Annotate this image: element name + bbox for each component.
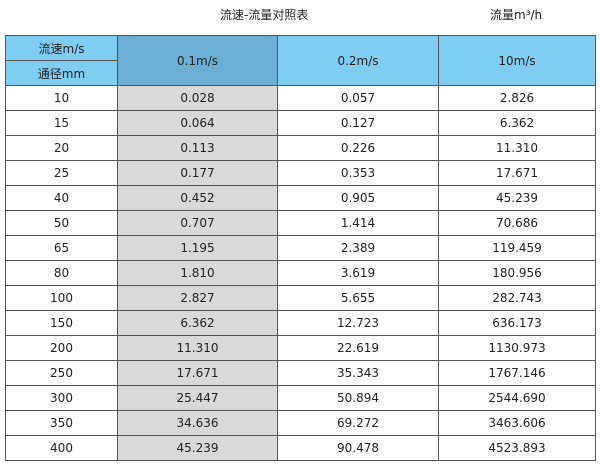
velocity-header: 流速m/s — [5, 35, 118, 61]
flow-cell: 6.362 — [117, 310, 278, 336]
flow-cell: 11.310 — [117, 335, 278, 361]
flow-cell: 25.447 — [117, 385, 278, 411]
table-row: 350 34.636 69.272 3463.606 — [5, 410, 596, 436]
flow-cell: 0.452 — [117, 185, 278, 211]
flow-cell: 0.707 — [117, 210, 278, 236]
flow-cell: 50.894 — [277, 385, 439, 411]
flow-cell: 69.272 — [277, 410, 439, 436]
diameter-cell: 100 — [5, 285, 118, 311]
table-row: 40 0.452 0.905 45.239 — [5, 185, 596, 211]
table-row: 200 11.310 22.619 1130.973 — [5, 335, 596, 361]
flow-cell: 2.827 — [117, 285, 278, 311]
diameter-cell: 80 — [5, 260, 118, 286]
diameter-header: 通径mm — [5, 60, 118, 86]
flow-cell: 3463.606 — [438, 410, 596, 436]
flow-cell: 90.478 — [277, 435, 439, 461]
flow-cell: 1.810 — [117, 260, 278, 286]
diameter-cell: 15 — [5, 110, 118, 136]
flow-cell: 1.195 — [117, 235, 278, 261]
table-title: 流速-流量对照表 — [220, 8, 309, 22]
table-row: 25 0.177 0.353 17.671 — [5, 160, 596, 186]
flow-cell: 0.127 — [277, 110, 439, 136]
flow-cell: 12.723 — [277, 310, 439, 336]
diameter-cell: 200 — [5, 335, 118, 361]
flow-cell: 0.353 — [277, 160, 439, 186]
flow-cell: 5.655 — [277, 285, 439, 311]
flow-cell: 2.389 — [277, 235, 439, 261]
column-header: 0.1m/s — [117, 35, 278, 86]
flow-cell: 17.671 — [117, 360, 278, 386]
table-row: 300 25.447 50.894 2544.690 — [5, 385, 596, 411]
column-header: 0.2m/s — [277, 35, 439, 86]
flow-cell: 0.064 — [117, 110, 278, 136]
table-row: 10 0.028 0.057 2.826 — [5, 85, 596, 111]
table-row: 100 2.827 5.655 282.743 — [5, 285, 596, 311]
diameter-cell: 65 — [5, 235, 118, 261]
flow-cell: 180.956 — [438, 260, 596, 286]
diameter-cell: 350 — [5, 410, 118, 436]
diameter-cell: 40 — [5, 185, 118, 211]
header-row: 流速m/s 0.1m/s 0.2m/s 10m/s — [5, 35, 596, 86]
flow-cell: 6.362 — [438, 110, 596, 136]
table-row: 65 1.195 2.389 119.459 — [5, 235, 596, 261]
flow-cell: 1130.973 — [438, 335, 596, 361]
flow-cell: 0.113 — [117, 135, 278, 161]
flow-cell: 636.173 — [438, 310, 596, 336]
table-row: 80 1.810 3.619 180.956 — [5, 260, 596, 286]
diameter-cell: 25 — [5, 160, 118, 186]
flow-cell: 0.057 — [277, 85, 439, 111]
diameter-cell: 50 — [5, 210, 118, 236]
flow-cell: 45.239 — [438, 185, 596, 211]
diameter-cell: 150 — [5, 310, 118, 336]
flow-cell: 1767.146 — [438, 360, 596, 386]
table-row: 250 17.671 35.343 1767.146 — [5, 360, 596, 386]
table-row: 50 0.707 1.414 70.686 — [5, 210, 596, 236]
diameter-cell: 300 — [5, 385, 118, 411]
flow-cell: 2.826 — [438, 85, 596, 111]
diameter-cell: 400 — [5, 435, 118, 461]
flow-cell: 34.636 — [117, 410, 278, 436]
flow-cell: 70.686 — [438, 210, 596, 236]
diameter-cell: 20 — [5, 135, 118, 161]
flow-cell: 0.905 — [277, 185, 439, 211]
table-row: 150 6.362 12.723 636.173 — [5, 310, 596, 336]
flow-cell: 45.239 — [117, 435, 278, 461]
diameter-cell: 250 — [5, 360, 118, 386]
table-row: 400 45.239 90.478 4523.893 — [5, 435, 596, 461]
diameter-cell: 10 — [5, 85, 118, 111]
table-row: 20 0.113 0.226 11.310 — [5, 135, 596, 161]
unit-label: 流量m³/h — [490, 8, 543, 22]
flow-cell: 119.459 — [438, 235, 596, 261]
flow-cell: 11.310 — [438, 135, 596, 161]
flow-cell: 0.177 — [117, 160, 278, 186]
flow-cell: 3.619 — [277, 260, 439, 286]
flow-cell: 4523.893 — [438, 435, 596, 461]
header-row: 通径mm — [5, 60, 596, 86]
column-header: 10m/s — [438, 35, 596, 86]
flow-cell: 1.414 — [277, 210, 439, 236]
flow-cell: 22.619 — [277, 335, 439, 361]
flow-cell: 282.743 — [438, 285, 596, 311]
table-row: 15 0.064 0.127 6.362 — [5, 110, 596, 136]
flow-cell: 17.671 — [438, 160, 596, 186]
flow-cell: 0.028 — [117, 85, 278, 111]
flow-cell: 2544.690 — [438, 385, 596, 411]
flow-cell: 0.226 — [277, 135, 439, 161]
flow-cell: 35.343 — [277, 360, 439, 386]
flow-table: 流速m/s 0.1m/s 0.2m/s 10m/s 通径mm 10 0.028 0.… — [5, 35, 596, 461]
